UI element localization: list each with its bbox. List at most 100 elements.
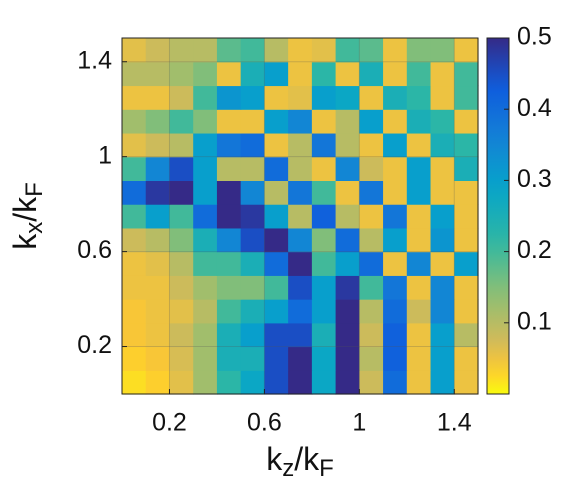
heatmap-cell [193,322,218,348]
heatmap-cell [169,61,194,87]
heatmap-cell [145,180,171,205]
heatmap-cell [359,180,384,205]
heatmap-cell [216,227,242,253]
heatmap-cell [454,370,479,395]
heatmap-cell [454,38,479,63]
heatmap-cell [240,38,265,63]
heatmap-cell [430,346,455,371]
heatmap-cell [335,156,360,181]
heatmap-cell [359,275,384,300]
heatmap-cell [335,85,360,110]
heatmap-cell [311,299,337,324]
heatmap-cell [406,275,432,300]
heatmap-cell [193,156,218,181]
heatmap-cell [193,180,218,205]
heatmap-cell [145,370,171,395]
heatmap-cell [122,275,147,300]
heatmap-cell [216,180,242,205]
heatmap-cell [216,251,242,276]
heatmap-cell [359,132,384,158]
y-tick-label: 1 [98,141,112,169]
heatmap-cell [193,251,218,276]
heatmap-cell [430,38,455,63]
heatmap-cell [145,38,171,63]
heatmap-cell [311,180,337,205]
heatmap-cell [383,370,408,395]
heatmap-cell [454,299,479,324]
heatmap-cell [288,299,313,324]
heatmap-cell [145,322,171,348]
heatmap-cell [406,346,432,371]
heatmap-cell [311,38,337,63]
heatmap-cell [454,227,479,253]
heatmap-cell [359,204,384,229]
heatmap-cell [193,38,218,63]
heatmap-cell [311,346,337,371]
heatmap-cell [311,109,337,134]
heatmap-cell [264,322,289,348]
heatmap-cell [193,227,218,253]
heatmap-cell [288,322,313,348]
heatmap-cell [169,370,194,395]
heatmap-cell [359,38,384,63]
heatmap-cell [240,322,265,348]
heatmap-cell [288,275,313,300]
heatmap-cell [335,299,360,324]
heatmap-cell [335,109,360,134]
axes: 0.2 0.6 1 1.4 0.2 0.6 1 1.4 0.1 0.2 0.3 0.4 0.5 [77,23,552,437]
heatmap-cell [122,109,147,134]
heatmap-cell [169,275,194,300]
heatmap-cell [193,299,218,324]
heatmap-cell [311,227,337,253]
heatmap-cell [240,180,265,205]
heatmap-cell [193,275,218,300]
heatmap-cell [406,180,432,205]
heatmap-cell [311,156,337,181]
colorbar-tick-label: 0.5 [517,23,552,51]
heatmap-cell [430,322,455,348]
heatmap-cell [335,132,360,158]
heatmap-cell [145,227,171,253]
heatmap-cell [288,370,313,395]
heatmap-cell [288,38,313,63]
heatmap-cell [216,204,242,229]
heatmap-cell [122,61,147,87]
heatmap-cell [454,275,479,300]
heatmap-cell [145,132,171,158]
heatmap-cell [430,61,455,87]
heatmap-cell [288,227,313,253]
heatmap-cell [122,370,147,395]
heatmap-cell [288,61,313,87]
heatmap-cell [216,109,242,134]
heatmap-cell [406,299,432,324]
heatmap-cell [335,370,360,395]
heatmap-cell [264,346,289,371]
heatmap-cell [406,109,432,134]
heatmap-cell [406,251,432,276]
heatmap-cell [359,109,384,134]
heatmap-cell [240,346,265,371]
heatmap-cell [406,61,432,87]
heatmap-cell [430,204,455,229]
heatmap-cell [193,61,218,87]
heatmap-cell [335,38,360,63]
heatmap-cell [335,251,360,276]
heatmap-cell [311,204,337,229]
heatmap-cell [454,322,479,348]
heatmap-cell [193,109,218,134]
heatmap-cell [145,299,171,324]
heatmap-cell [264,275,289,300]
heatmap-cell [122,227,147,253]
heatmap-cell [122,38,147,63]
heatmap-cell [169,180,194,205]
heatmap-cell [288,109,313,134]
heatmap-cell [216,322,242,348]
heatmap-cell [240,204,265,229]
heatmap-cell [430,132,455,158]
heatmap-cell [454,156,479,181]
heatmap-cell [240,109,265,134]
heatmap-cell [169,156,194,181]
heatmap-cell [359,370,384,395]
